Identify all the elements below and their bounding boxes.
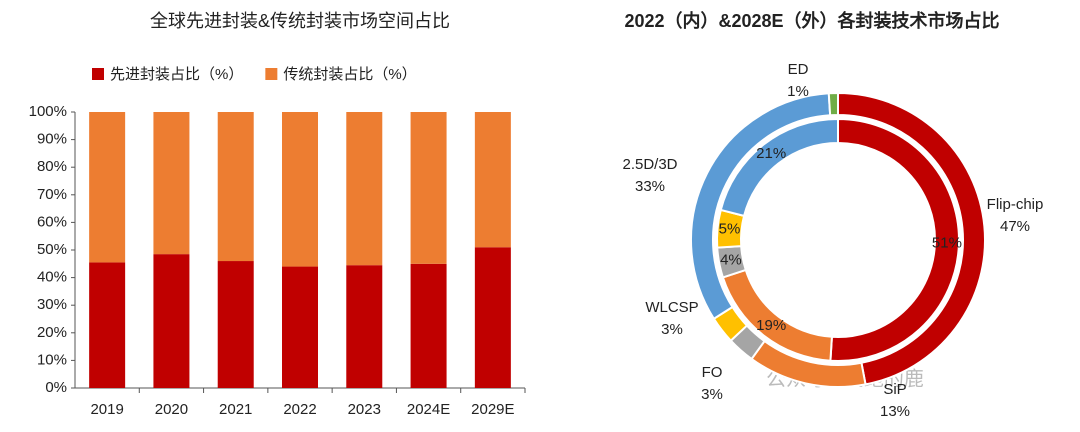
y-tick-label: 100% bbox=[29, 103, 67, 120]
legend-swatch bbox=[92, 68, 104, 80]
y-tick-label: 10% bbox=[37, 351, 67, 368]
x-tick-label: 2029E bbox=[471, 401, 514, 418]
x-tick-label: 2021 bbox=[219, 401, 252, 418]
data-label: 21% bbox=[756, 145, 786, 162]
y-tick-label: 40% bbox=[37, 269, 67, 286]
category-label: ED bbox=[788, 61, 809, 78]
bar-segment bbox=[346, 112, 383, 266]
bar-segment bbox=[474, 112, 511, 248]
data-label: 33% bbox=[635, 178, 665, 195]
data-label: 3% bbox=[701, 386, 723, 403]
legend-label: 先进封装占比（%） bbox=[110, 66, 243, 83]
bar-segment bbox=[217, 261, 254, 388]
y-tick-label: 30% bbox=[37, 296, 67, 313]
bar-segment bbox=[153, 112, 190, 255]
bar-segment bbox=[89, 262, 126, 388]
data-label: 4% bbox=[720, 251, 742, 268]
category-label: FO bbox=[702, 364, 723, 381]
data-label: 19% bbox=[756, 317, 786, 334]
bar-segment bbox=[410, 112, 447, 264]
category-label: WLCSP bbox=[645, 299, 698, 316]
data-label: 13% bbox=[880, 403, 910, 420]
x-tick-label: 2024E bbox=[407, 401, 450, 418]
y-tick-label: 70% bbox=[37, 186, 67, 203]
data-label: 3% bbox=[661, 321, 683, 338]
y-tick-label: 20% bbox=[37, 324, 67, 341]
donut-slice bbox=[829, 117, 961, 362]
x-tick-label: 2022 bbox=[283, 401, 316, 418]
bar-segment bbox=[410, 263, 447, 388]
bar-segment bbox=[153, 254, 190, 388]
bar-segment bbox=[282, 266, 318, 388]
category-label: 2.5D/3D bbox=[622, 156, 677, 173]
data-label: 47% bbox=[1000, 218, 1030, 235]
category-label: Flip-chip bbox=[987, 196, 1044, 213]
chart-title: 全球先进封装&传统封装市场空间占比 bbox=[150, 11, 450, 31]
bar-segment bbox=[282, 112, 318, 267]
category-label: SiP bbox=[883, 381, 906, 398]
chart-title: 2022（内）&2028E（外）各封装技术市场占比 bbox=[624, 10, 999, 31]
y-tick-label: 50% bbox=[37, 241, 67, 258]
data-label: 51% bbox=[932, 234, 962, 251]
x-tick-label: 2020 bbox=[155, 401, 188, 418]
data-label: 1% bbox=[787, 83, 809, 100]
x-tick-label: 2023 bbox=[348, 401, 381, 418]
donut-slice bbox=[827, 91, 839, 117]
bar-segment bbox=[474, 247, 511, 388]
x-tick-label: 2019 bbox=[90, 401, 123, 418]
y-tick-label: 60% bbox=[37, 213, 67, 230]
legend-label: 传统封装占比（%） bbox=[283, 66, 416, 83]
bar-segment bbox=[89, 112, 126, 263]
y-tick-label: 80% bbox=[37, 158, 67, 175]
legend-swatch bbox=[265, 68, 278, 80]
donut-slice bbox=[719, 117, 839, 218]
y-tick-label: 90% bbox=[37, 131, 67, 148]
y-tick-label: 0% bbox=[45, 379, 67, 396]
bar-segment bbox=[346, 265, 383, 388]
bar-segment bbox=[217, 112, 254, 262]
data-label: 5% bbox=[719, 221, 741, 238]
